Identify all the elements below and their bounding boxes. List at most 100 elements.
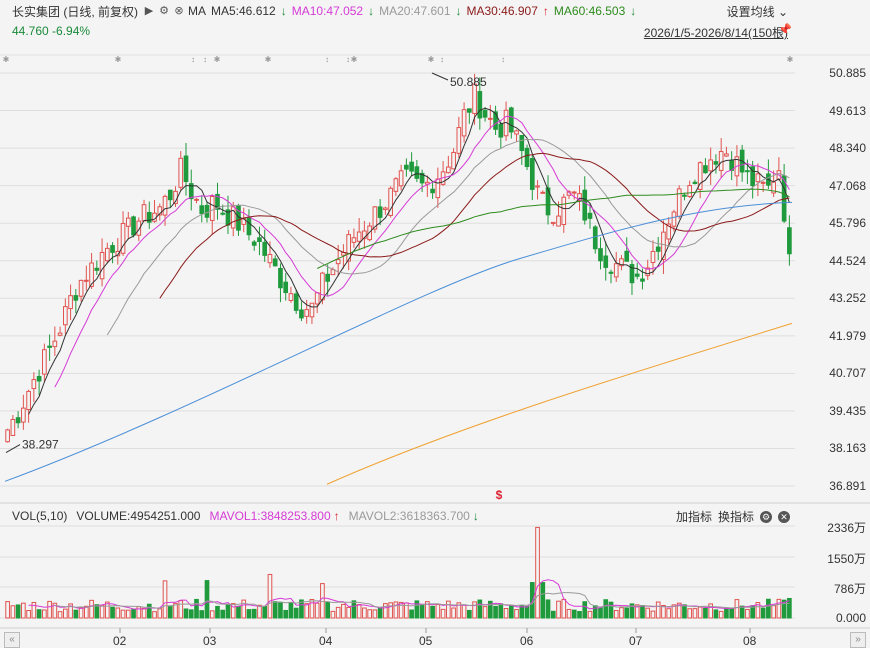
candle bbox=[535, 185, 540, 188]
event-marker: ✱ bbox=[3, 55, 10, 64]
volume-bar bbox=[425, 601, 430, 619]
volume-bar bbox=[419, 604, 425, 619]
ma60-value: MA60:46.503 bbox=[553, 4, 626, 18]
mavol2-line bbox=[54, 592, 790, 610]
volume-bar bbox=[215, 605, 220, 619]
ma-settings-button[interactable]: 设置均线 ⌄ bbox=[726, 5, 788, 19]
volume-bar bbox=[619, 607, 624, 619]
candle bbox=[745, 170, 750, 173]
candle bbox=[603, 255, 609, 268]
ma60-line bbox=[316, 188, 790, 269]
volume-bar bbox=[362, 607, 367, 619]
candle bbox=[63, 306, 68, 326]
volume-bar bbox=[771, 605, 776, 619]
close-icon[interactable]: ⊗ bbox=[174, 5, 184, 17]
event-marker: ✱ bbox=[265, 55, 272, 64]
volume-bar bbox=[178, 600, 184, 619]
volume-bar bbox=[183, 608, 189, 619]
volume-value: VOLUME:4954251.000 bbox=[76, 509, 201, 523]
ma5-value: MA5:46.612 bbox=[211, 4, 276, 18]
event-marker: ↕ bbox=[191, 55, 195, 64]
event-marker: ↕ bbox=[346, 55, 350, 64]
pin-icon[interactable]: 📌 bbox=[778, 24, 792, 36]
candle bbox=[335, 259, 341, 265]
candle bbox=[47, 345, 52, 348]
candle bbox=[57, 332, 63, 336]
scroll-left-button[interactable]: « bbox=[4, 632, 20, 648]
volume-bar bbox=[152, 611, 157, 619]
indicator-buttons: 加指标 换指标 ⚙ ✕ bbox=[676, 508, 790, 525]
candle bbox=[697, 162, 703, 190]
volume-bar bbox=[131, 608, 136, 619]
price-tick: 43.252 bbox=[829, 291, 866, 306]
volume-bar bbox=[120, 609, 126, 619]
candle bbox=[157, 206, 163, 216]
candle bbox=[31, 379, 37, 390]
volume-bar bbox=[89, 599, 94, 619]
price-tick: 40.707 bbox=[829, 366, 866, 381]
candle bbox=[383, 207, 388, 211]
event-marker: ✱ bbox=[351, 55, 358, 64]
volume-bar bbox=[346, 606, 351, 619]
month-label: 06 bbox=[520, 634, 534, 648]
candle bbox=[204, 204, 210, 218]
candle bbox=[115, 250, 121, 257]
candle bbox=[110, 245, 115, 253]
volume-bar bbox=[760, 607, 766, 619]
candle bbox=[183, 155, 189, 183]
ma10-value: MA10:47.052 bbox=[291, 4, 364, 18]
volume-bar bbox=[508, 605, 514, 619]
date-range[interactable]: 2026/1/5-2026/8/14(150根) bbox=[643, 26, 788, 40]
volume-bar bbox=[692, 608, 698, 619]
candle bbox=[141, 204, 147, 222]
volume-bar bbox=[104, 601, 110, 619]
vol-label: VOL(5,10) bbox=[12, 509, 68, 523]
candle bbox=[624, 250, 630, 262]
candle bbox=[682, 194, 687, 197]
candle bbox=[309, 302, 315, 318]
candle bbox=[687, 185, 693, 197]
candle bbox=[251, 241, 257, 246]
play-icon[interactable]: ▶ bbox=[144, 5, 154, 17]
candle bbox=[577, 193, 582, 201]
volume-bar bbox=[745, 608, 750, 619]
volume-bar bbox=[603, 599, 609, 619]
volume-bar bbox=[414, 600, 420, 619]
scroll-right-button[interactable]: » bbox=[850, 632, 866, 648]
volume-bar bbox=[634, 604, 640, 619]
volume-bar bbox=[498, 603, 504, 619]
candle bbox=[36, 375, 42, 382]
volume-bar bbox=[566, 608, 572, 619]
candle bbox=[755, 173, 761, 183]
candle bbox=[703, 165, 708, 174]
candle bbox=[220, 212, 226, 215]
candle bbox=[425, 181, 430, 185]
candle bbox=[325, 273, 331, 282]
event-marker: ✱ bbox=[428, 55, 435, 64]
volume-bar bbox=[440, 608, 446, 619]
add-indicator-button[interactable]: 加指标 bbox=[675, 510, 712, 524]
price-tick: 50.885 bbox=[829, 66, 866, 80]
candle bbox=[414, 166, 420, 179]
candle bbox=[42, 349, 47, 375]
candle bbox=[655, 246, 661, 252]
candle bbox=[666, 223, 672, 240]
candle bbox=[262, 241, 268, 256]
volume-bar bbox=[188, 609, 194, 619]
gear-icon[interactable]: ⚙ bbox=[760, 510, 772, 523]
ma20-value: MA20:47.601 bbox=[379, 4, 451, 18]
candle bbox=[608, 271, 614, 274]
volume-bar bbox=[204, 580, 210, 619]
close-icon[interactable]: ✕ bbox=[778, 510, 790, 523]
volume-bar bbox=[729, 607, 734, 619]
volume-bar bbox=[299, 599, 304, 619]
volume-bar bbox=[535, 526, 540, 619]
volume-bar bbox=[157, 608, 163, 619]
switch-indicator-button[interactable]: 换指标 bbox=[717, 510, 754, 524]
low-label: 38.297 bbox=[22, 438, 59, 452]
volume-bar bbox=[571, 609, 577, 619]
candle bbox=[550, 221, 556, 225]
gear-icon[interactable]: ⚙ bbox=[159, 5, 169, 17]
candle bbox=[304, 309, 310, 317]
